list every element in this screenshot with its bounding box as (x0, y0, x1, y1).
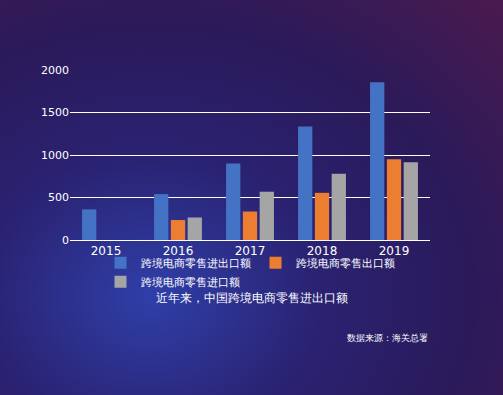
svg-text:2016: 2016 (162, 244, 194, 259)
svg-text:跨境电商零售出口额: 跨境电商零售出口额 (296, 257, 395, 270)
svg-text:2019: 2019 (378, 244, 410, 259)
svg-text:跨境电商零售进出口额: 跨境电商零售进出口额 (141, 257, 251, 270)
svg-text:跨境电商零售进口额: 跨境电商零售进口额 (141, 276, 240, 289)
svg-text:2015: 2015 (91, 244, 122, 258)
svg-text:2000: 2000 (41, 64, 69, 77)
svg-text:2017: 2017 (234, 244, 266, 259)
svg-text:0: 0 (62, 234, 69, 247)
svg-text:2018: 2018 (306, 244, 338, 259)
svg-text:1000: 1000 (41, 149, 69, 162)
svg-text:数据来源：海关总署: 数据来源：海关总署 (347, 333, 428, 343)
svg-text:近年来，中国跨境电商零售进出口额: 近年来，中国跨境电商零售进出口额 (156, 291, 348, 305)
svg-text:500: 500 (48, 191, 69, 204)
svg-text:1500: 1500 (41, 106, 69, 119)
